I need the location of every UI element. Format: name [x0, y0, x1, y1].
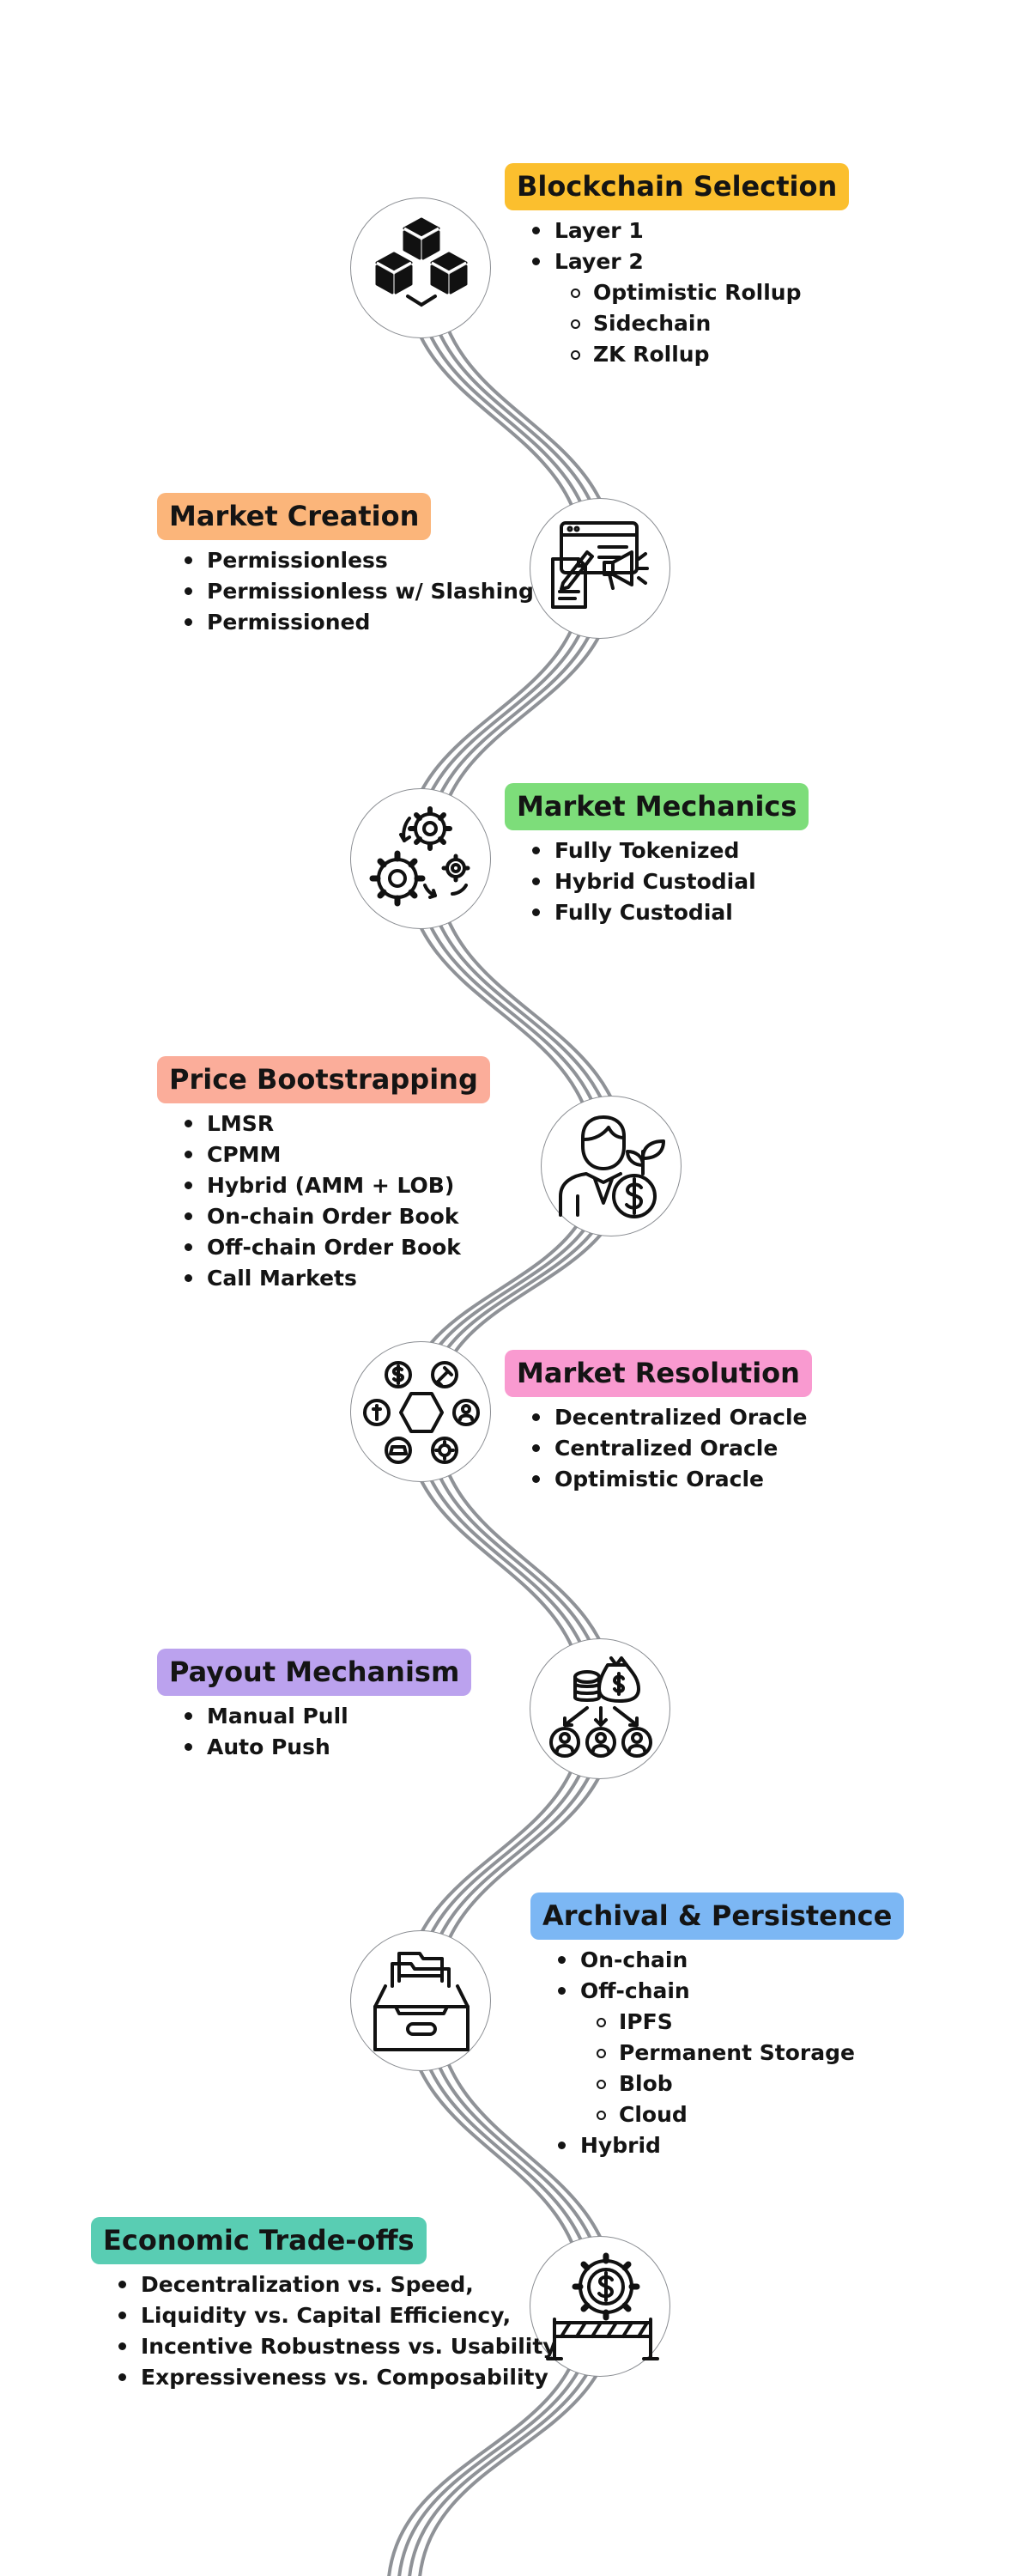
list-item: Permissionless [185, 545, 534, 576]
list-item: Hybrid Custodial [531, 866, 809, 897]
list-item: Optimistic Rollup [570, 277, 849, 308]
node-archival [350, 1930, 491, 2071]
list-item: Layer 1 [531, 216, 849, 246]
list-item: Incentive Robustness vs. Usability [118, 2331, 557, 2362]
section-title: Economic Trade-offs [91, 2217, 427, 2264]
section-title: Market Creation [157, 493, 432, 540]
node-payout [530, 1638, 670, 1779]
list-item: Expressiveness vs. Composability [118, 2362, 557, 2393]
section-archival-persistence: Archival & Persistence On-chain Off-chai… [530, 1893, 905, 2161]
gears-icon [369, 806, 470, 907]
section-title: Market Resolution [505, 1350, 812, 1397]
node-bootstrapping [541, 1096, 682, 1236]
node-creation [530, 498, 670, 639]
file-drawer-icon [373, 1952, 470, 2051]
cubes-icon [375, 217, 468, 307]
list-item: Hybrid [557, 2130, 904, 2161]
list-item: Hybrid (AMM + LOB) [185, 1170, 490, 1201]
list-item: Auto Push [184, 1732, 471, 1763]
list-item: Call Markets [185, 1263, 490, 1294]
list-item: Fully Tokenized [531, 835, 809, 866]
option-list: Permissionless Permissionless w/ Slashin… [157, 545, 534, 638]
list-item: IPFS [596, 2007, 904, 2038]
node-mechanics [350, 788, 491, 929]
section-title: Market Mechanics [505, 783, 809, 830]
section-market-mechanics: Market Mechanics Fully Tokenized Hybrid … [505, 783, 809, 928]
list-item: Liquidity vs. Capital Efficiency, [118, 2300, 557, 2331]
section-title: Payout Mechanism [157, 1649, 472, 1696]
list-item: CPMM [185, 1139, 490, 1170]
investor-sprout-icon [559, 1115, 665, 1218]
list-item: Permissioned [185, 607, 534, 638]
list-item: On-chain Order Book [185, 1201, 490, 1232]
section-blockchain-selection: Blockchain Selection Layer 1 Layer 2 Opt… [505, 163, 850, 370]
list-item: Decentralization vs. Speed, [118, 2269, 557, 2300]
list-item: Layer 2 [531, 246, 849, 277]
list-item: Manual Pull [184, 1701, 471, 1732]
list-item: Permissionless w/ Slashing [185, 576, 534, 607]
list-item: Blob [596, 2069, 904, 2099]
list-item: LMSR [185, 1109, 490, 1139]
section-economic-tradeoffs: Economic Trade-offs Decentralization vs.… [91, 2217, 557, 2393]
list-item: Decentralized Oracle [532, 1402, 812, 1433]
section-title: Price Bootstrapping [157, 1056, 490, 1103]
list-item: Permanent Storage [596, 2038, 904, 2069]
section-payout-mechanism: Payout Mechanism Manual Pull Auto Push [157, 1649, 472, 1763]
option-list: Fully Tokenized Hybrid Custodial Fully C… [505, 835, 809, 928]
option-list: Decentralization vs. Speed, Liquidity vs… [91, 2269, 557, 2393]
section-title: Archival & Persistence [530, 1893, 905, 1940]
list-item: On-chain [557, 1945, 904, 1976]
dollar-gear-barrier-icon [546, 2252, 659, 2360]
node-resolution [350, 1341, 491, 1482]
list-item: Optimistic Oracle [532, 1464, 812, 1495]
document-megaphone-icon [551, 521, 649, 609]
list-item: Cloud [596, 2099, 904, 2130]
list-item: Sidechain [570, 308, 849, 339]
section-price-bootstrapping: Price Bootstrapping LMSR CPMM Hybrid (AM… [157, 1056, 490, 1294]
hexagon-network-icon [363, 1361, 480, 1464]
list-item: Off-chain [557, 1976, 904, 2007]
section-title: Blockchain Selection [505, 163, 850, 210]
option-list: Layer 1 Layer 2 Optimistic Rollup Sidech… [505, 216, 849, 370]
node-economic [530, 2236, 670, 2377]
option-list: Decentralized Oracle Centralized Oracle … [505, 1402, 812, 1495]
option-list: LMSR CPMM Hybrid (AMM + LOB) On-chain Or… [157, 1109, 490, 1294]
node-blockchain [350, 197, 491, 338]
list-item: Centralized Oracle [532, 1433, 812, 1464]
list-item: Fully Custodial [531, 897, 809, 928]
option-list: Manual Pull Auto Push [157, 1701, 471, 1763]
section-market-resolution: Market Resolution Decentralized Oracle C… [505, 1350, 812, 1495]
section-market-creation: Market Creation Permissionless Permissio… [157, 493, 534, 638]
option-list: On-chain Off-chain IPFS Permanent Storag… [530, 1945, 904, 2161]
list-item: Off-chain Order Book [185, 1232, 490, 1263]
money-distribution-icon [549, 1656, 652, 1758]
list-item: ZK Rollup [570, 339, 849, 370]
